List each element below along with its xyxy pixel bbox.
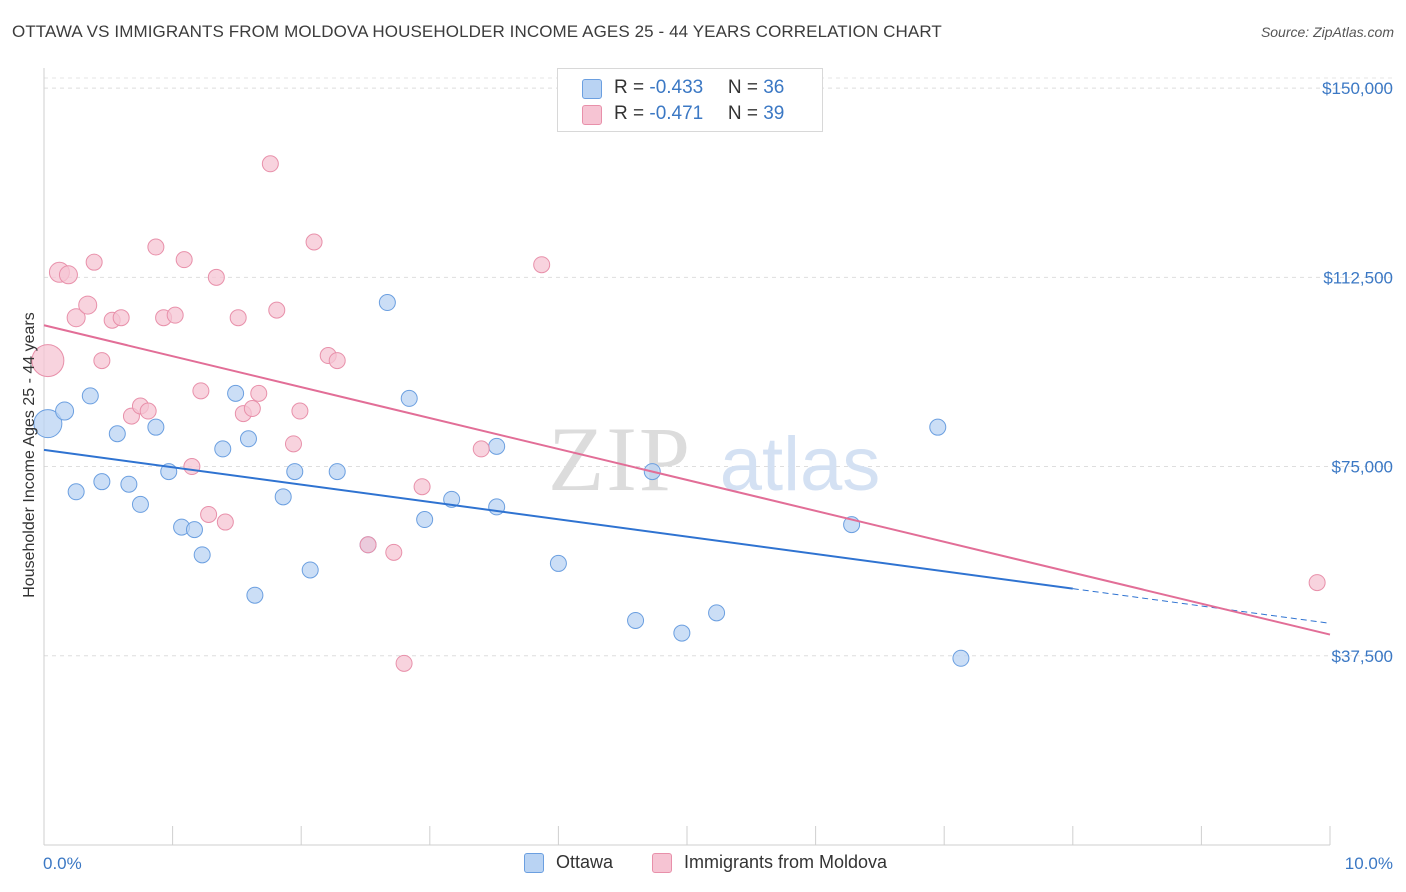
ottawa-legend-swatch xyxy=(524,853,544,873)
ottawa-point xyxy=(549,554,567,572)
ottawa-point xyxy=(301,561,319,579)
data-points xyxy=(31,155,1326,672)
legend-n-value: 36 xyxy=(763,77,785,98)
ottawa-point xyxy=(108,425,126,443)
moldova-point xyxy=(147,238,165,256)
axes xyxy=(43,68,1331,846)
legend-n-label: N = xyxy=(727,103,764,124)
moldova-point xyxy=(93,352,111,370)
moldova-point xyxy=(207,268,225,286)
ottawa-point xyxy=(33,409,63,439)
moldova-point xyxy=(175,251,193,269)
moldova-point xyxy=(66,308,86,328)
moldova-swatch xyxy=(582,105,602,125)
ottawa-point xyxy=(673,624,691,642)
watermark-atlas: atlas xyxy=(720,422,881,507)
moldova-point xyxy=(250,384,268,402)
trend-lines xyxy=(43,324,1331,636)
moldova-legend-label: Immigrants from Moldova xyxy=(684,852,888,872)
ottawa-point xyxy=(246,586,264,604)
legend-r-value: -0.471 xyxy=(649,103,704,124)
ottawa-point xyxy=(239,430,257,448)
moldova-point xyxy=(78,295,98,315)
ottawa-point xyxy=(185,521,203,539)
chart-title: OTTAWA VS IMMIGRANTS FROM MOLDOVA HOUSEH… xyxy=(12,22,942,41)
ottawa-legend-label: Ottawa xyxy=(556,852,614,872)
y-tick-labels: $37,500 $75,000 $112,500 $150,000 xyxy=(1322,79,1393,666)
ottawa-trend-line xyxy=(43,448,1073,590)
correlation-legend: R = -0.433 N = 36 R = -0.471 N = 39 xyxy=(557,68,823,132)
ottawa-trend-extension xyxy=(1072,588,1328,624)
x-tick-labels: 0.0% 10.0% xyxy=(43,854,1393,873)
x-tick-label: 10.0% xyxy=(1345,854,1393,873)
moldova-trend-line xyxy=(43,324,1331,636)
moldova-point xyxy=(85,253,103,271)
ottawa-point xyxy=(400,389,418,407)
legend-r-label: R = xyxy=(614,103,650,124)
ottawa-point xyxy=(952,649,970,667)
ottawa-point xyxy=(93,473,111,491)
moldova-point xyxy=(413,478,431,496)
legend-r-value: -0.433 xyxy=(649,77,704,98)
moldova-point xyxy=(305,233,323,251)
moldova-point xyxy=(291,402,309,420)
y-axis-label: Householder Income Ages 25 - 44 years xyxy=(21,312,38,598)
y-tick-label: $112,500 xyxy=(1323,268,1393,287)
moldova-point xyxy=(533,256,551,274)
moldova-point xyxy=(216,513,234,531)
ottawa-swatch xyxy=(582,79,602,99)
moldova-point xyxy=(31,344,65,378)
moldova-point xyxy=(139,402,157,420)
ottawa-point xyxy=(147,418,165,436)
ottawa-point xyxy=(81,387,99,405)
moldova-point xyxy=(243,400,261,418)
moldova-point xyxy=(192,382,210,400)
moldova-point xyxy=(359,536,377,554)
ottawa-point xyxy=(378,294,396,312)
moldova-point xyxy=(261,155,279,173)
ottawa-point xyxy=(193,546,211,564)
watermark: ZIP atlas xyxy=(548,408,880,510)
legend-r-label: R = xyxy=(614,77,650,98)
moldova-point xyxy=(472,440,490,458)
moldova-point xyxy=(112,309,130,327)
y-tick-label: $37,500 xyxy=(1332,647,1393,666)
legend-n-label: N = xyxy=(727,77,764,98)
ottawa-point xyxy=(328,463,346,481)
moldova-legend-swatch xyxy=(652,853,672,873)
legend-n-value: 39 xyxy=(763,103,785,124)
ottawa-point xyxy=(708,604,726,622)
y-tick-label: $75,000 xyxy=(1332,458,1393,477)
ottawa-point xyxy=(55,401,75,421)
moldova-point xyxy=(284,435,302,453)
ottawa-point xyxy=(274,488,292,506)
ottawa-point xyxy=(120,475,138,493)
ottawa-point xyxy=(67,483,85,501)
ottawa-point xyxy=(488,437,506,455)
moldova-point xyxy=(183,458,201,476)
ottawa-point xyxy=(131,495,149,513)
ottawa-point xyxy=(929,418,947,436)
ottawa-point xyxy=(416,511,434,529)
ottawa-point xyxy=(286,463,304,481)
moldova-point xyxy=(395,654,413,672)
ottawa-point xyxy=(627,611,645,629)
ottawa-point xyxy=(214,440,232,458)
moldova-point xyxy=(328,352,346,370)
moldova-point xyxy=(1308,574,1326,592)
x-tick-label: 0.0% xyxy=(43,854,82,873)
source-note: Source: ZipAtlas.com xyxy=(1260,24,1394,40)
moldova-point xyxy=(200,505,218,523)
moldova-point xyxy=(229,309,247,327)
moldova-point xyxy=(268,301,286,319)
moldova-point xyxy=(385,543,403,561)
moldova-point xyxy=(58,265,78,285)
y-tick-label: $150,000 xyxy=(1322,79,1393,98)
ottawa-point xyxy=(227,384,245,402)
moldova-point xyxy=(166,306,184,324)
watermark-zip: ZIP xyxy=(548,408,692,510)
gridlines xyxy=(44,77,1396,657)
